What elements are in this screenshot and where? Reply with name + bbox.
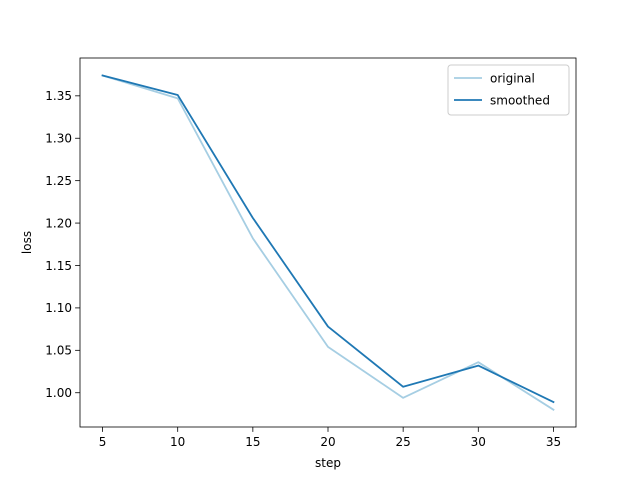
plot-area: 5 10 15 20 25 30 35 1.00 1.05 1.10 1.15 1.20 1.25 1.3… (20, 57, 577, 470)
x-tick-label: 15 (245, 435, 260, 449)
x-tick-label: 10 (170, 435, 185, 449)
x-tick-label: 5 (99, 435, 107, 449)
legend-label: original (490, 71, 535, 85)
y-tick-label: 1.20 (45, 216, 72, 230)
x-axis-label: step (315, 456, 341, 470)
y-tick-label: 1.00 (45, 386, 72, 400)
y-tick-label: 1.15 (45, 259, 72, 273)
x-tick-label: 35 (546, 435, 561, 449)
y-axis-label: loss (20, 231, 34, 254)
y-tick-label: 1.10 (45, 301, 72, 315)
x-tick-label: 25 (396, 435, 411, 449)
y-tick-label: 1.30 (45, 132, 72, 146)
series-line-smoothed (101, 74, 555, 404)
y-tick-label: 1.25 (45, 174, 72, 188)
y-tick-label: 1.35 (45, 89, 72, 103)
y-tick-label: 1.05 (45, 344, 72, 358)
legend-label: smoothed (490, 93, 550, 107)
x-tick-label: 30 (471, 435, 486, 449)
x-tick-label: 20 (320, 435, 335, 449)
series-line-original (101, 74, 555, 411)
